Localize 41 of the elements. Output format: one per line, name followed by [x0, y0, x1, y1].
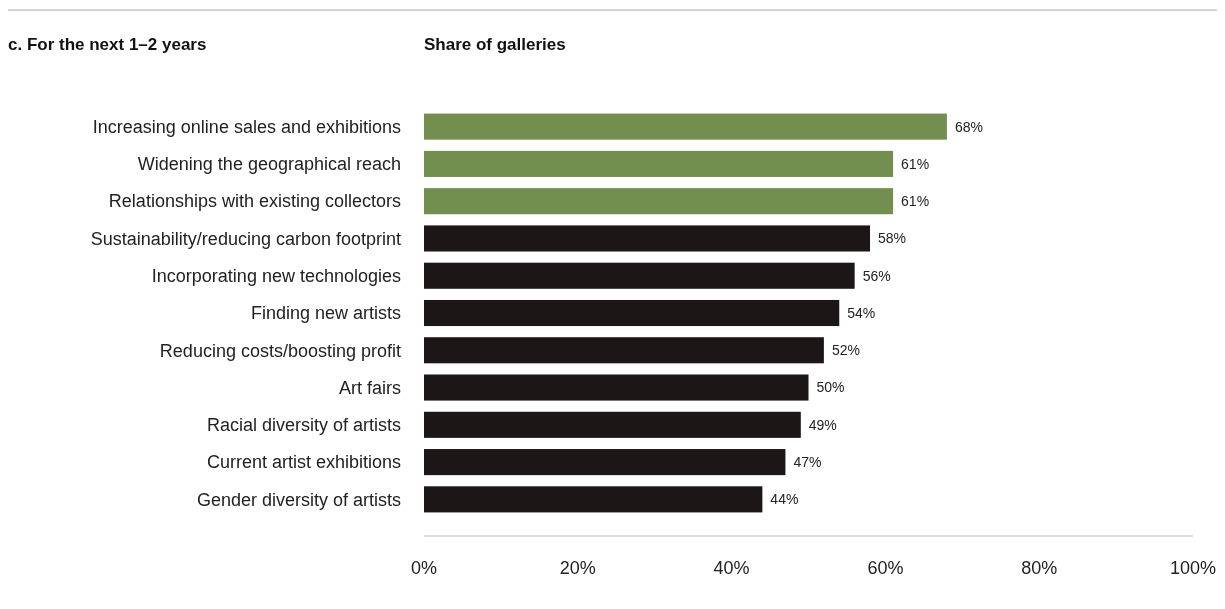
y-tick-label: Art fairs	[338, 377, 401, 398]
data-label: 44%	[770, 491, 799, 508]
y-tick-label: Gender diversity of artists	[196, 489, 401, 510]
y-tick-label: Current artist exhibitions	[206, 452, 401, 473]
bar	[424, 225, 871, 252]
x-tick-label: 80%	[1021, 558, 1058, 578]
data-label: 56%	[862, 267, 891, 284]
bar	[424, 374, 809, 401]
y-tick-label: Relationships with existing collectors	[108, 191, 401, 212]
bar	[424, 150, 894, 177]
data-label: 61%	[901, 193, 930, 210]
x-tick-label: 100%	[1169, 558, 1217, 578]
x-tick-label: 0%	[410, 558, 438, 578]
bar	[424, 486, 763, 513]
data-label: 61%	[901, 155, 930, 172]
y-tick-label: Increasing online sales and exhibitions	[92, 116, 401, 137]
y-tick-label: Reducing costs/boosting profit	[159, 340, 401, 361]
x-tick-label: 60%	[867, 558, 904, 578]
y-tick-label: Incorporating new technologies	[151, 266, 401, 287]
bar	[424, 188, 894, 215]
y-tick-label: Racial diversity of artists	[206, 415, 401, 436]
data-label: 54%	[847, 304, 876, 321]
y-tick-label: Widening the geographical reach	[137, 154, 401, 175]
data-label: 52%	[831, 342, 860, 359]
x-tick-label: 20%	[559, 558, 596, 578]
bar	[424, 299, 840, 327]
data-label: 58%	[878, 230, 907, 247]
y-tick-label: Finding new artists	[250, 303, 401, 324]
data-label: 49%	[808, 416, 837, 433]
y-tick-label: Sustainability/reducing carbon footprint	[90, 228, 401, 249]
data-label: 47%	[793, 453, 822, 470]
bar	[424, 337, 824, 364]
data-label: 68%	[954, 118, 983, 135]
text: c. For the next 1–2 years	[8, 35, 207, 54]
bar	[424, 262, 855, 289]
bar	[424, 411, 801, 438]
data-label: 50%	[816, 379, 845, 396]
bar	[424, 113, 947, 140]
bar	[424, 449, 786, 476]
x-tick-label: 40%	[713, 558, 750, 578]
x-axis-title: Share of galleries	[424, 35, 566, 54]
